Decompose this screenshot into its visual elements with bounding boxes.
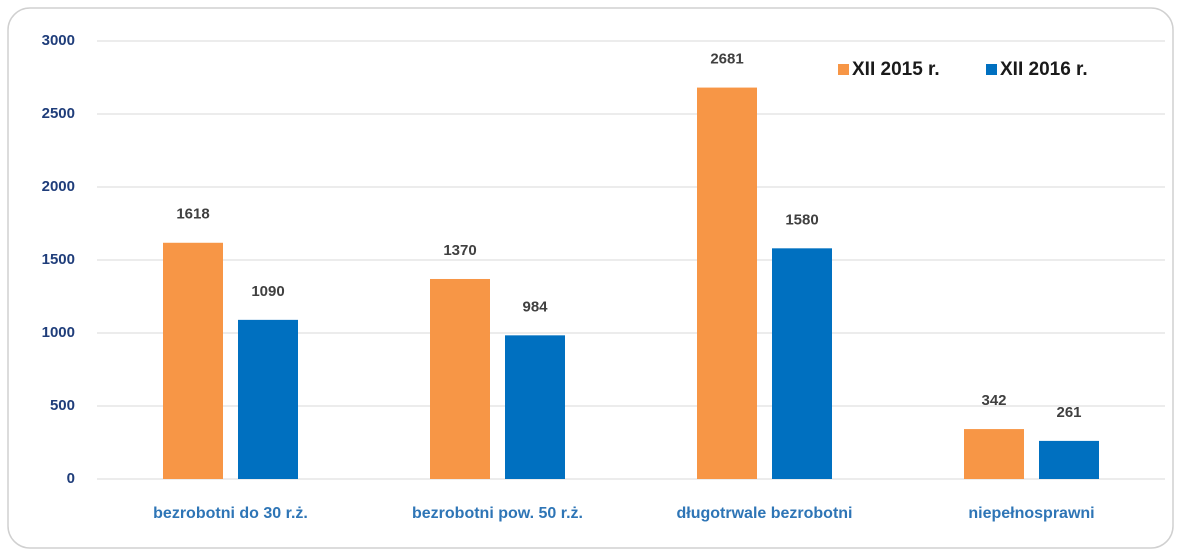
- bar: [697, 87, 757, 479]
- x-tick-label: bezrobotni pow. 50 r.ż.: [412, 505, 583, 522]
- bar: [163, 242, 223, 479]
- legend-label: XII 2015 r.: [852, 59, 940, 80]
- bar: [772, 248, 832, 479]
- data-label: 1580: [785, 211, 818, 228]
- data-label: 261: [1056, 404, 1081, 421]
- x-tick-label: długotrwale bezrobotni: [677, 505, 853, 522]
- y-tick-label: 2500: [42, 105, 75, 122]
- y-tick-label: 3000: [42, 32, 75, 49]
- data-label: 2681: [710, 51, 743, 68]
- data-label: 342: [981, 392, 1006, 409]
- legend-label: XII 2016 r.: [1000, 59, 1088, 80]
- y-tick-label: 500: [50, 397, 75, 414]
- x-tick-label: niepełnosprawni: [968, 505, 1094, 522]
- data-label: 1090: [251, 283, 284, 300]
- legend-swatch: [838, 64, 849, 75]
- data-label: 1370: [443, 242, 476, 259]
- legend-swatch: [986, 64, 997, 75]
- data-label: 984: [522, 298, 548, 315]
- y-tick-label: 0: [67, 470, 75, 487]
- data-label: 1618: [176, 206, 209, 223]
- chart-frame: [7, 7, 1174, 549]
- y-tick-label: 1000: [42, 324, 75, 341]
- x-tick-label: bezrobotni do 30 r.ż.: [153, 505, 308, 522]
- bar: [430, 278, 490, 479]
- bar: [1039, 440, 1099, 479]
- y-tick-label: 1500: [42, 251, 75, 268]
- bar: [238, 319, 298, 479]
- y-tick-label: 2000: [42, 178, 75, 195]
- bar: [964, 429, 1024, 479]
- bar: [505, 335, 565, 479]
